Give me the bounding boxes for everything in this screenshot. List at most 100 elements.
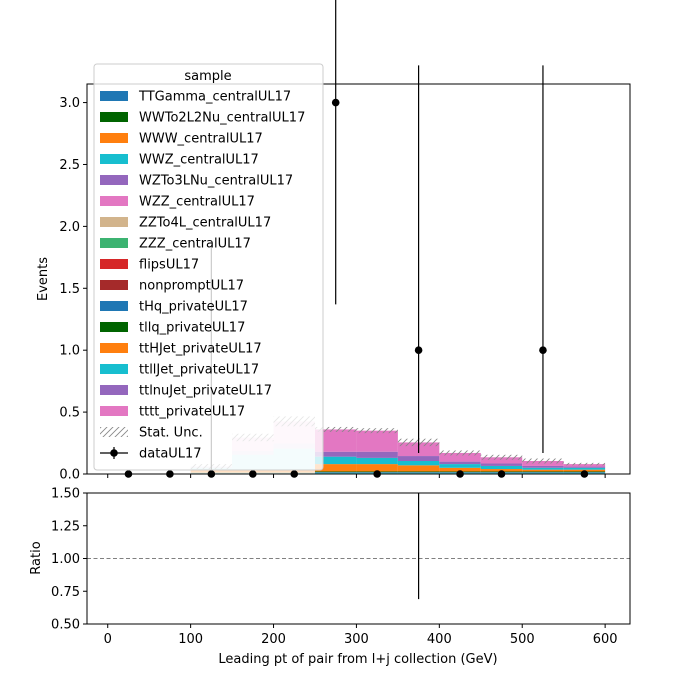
stat-unc-bin-10 <box>522 458 564 464</box>
ratio-x-ticks: 0 100 200 300 400 500 600 <box>104 624 618 647</box>
legend-label-ZZZ_centralUL17: ZZZ_centralUL17 <box>139 237 251 252</box>
main-plot-frame <box>86 83 631 475</box>
ratio-y-tick-label: 0.75 <box>51 585 80 600</box>
x-axis-label: Leading pt of pair from l+j collection (… <box>218 652 497 667</box>
x-tick-label: 100 <box>178 632 203 647</box>
bar-ttllJet_privateUL17-bin-11 <box>563 467 606 470</box>
ratio-y-tick-label: 1.50 <box>51 487 80 502</box>
bar-tHq_privateUL17-bin-10 <box>522 472 564 473</box>
y-tick-label: 2.5 <box>59 158 80 173</box>
legend-label-tHq_privateUL17: tHq_privateUL17 <box>139 300 248 315</box>
legend-label-nonpromptUL17: nonpromptUL17 <box>139 279 244 294</box>
bar-ttlnuJet_privateUL17-bin-8 <box>439 461 481 465</box>
legend-data-marker <box>110 449 118 457</box>
legend-label-WZTo3LNu_centralUL17: WZTo3LNu_centralUL17 <box>139 174 293 189</box>
stat-unc-bin-9 <box>480 454 523 460</box>
legend-title: sample <box>184 69 231 84</box>
legend-swatch-WWTo2L2Nu_centralUL17 <box>100 112 128 122</box>
legend-label-WZZ_centralUL17: WZZ_centralUL17 <box>139 195 255 210</box>
legend-label-ttHJet_privateUL17: ttHJet_privateUL17 <box>139 342 262 357</box>
legend-label-ttllJet_privateUL17: ttllJet_privateUL17 <box>139 363 259 378</box>
ratio-plot-panel: 0.50 0.75 1.00 1.25 1.50 0 100 200 300 400 500 600… <box>29 487 631 667</box>
legend-swatch-ttlnuJet_privateUL17 <box>100 385 128 395</box>
x-tick-label: 500 <box>510 632 535 647</box>
bar-WWZ_centralUL17-bin-5 <box>314 472 357 474</box>
legend-label-TTGamma_centralUL17: TTGamma_centralUL17 <box>138 90 291 105</box>
data-points <box>124 0 589 478</box>
y-tick-label: 3.0 <box>59 96 80 111</box>
legend-swatch-WZTo3LNu_centralUL17 <box>100 175 128 185</box>
bar-ttlnuJet_privateUL17-bin-6 <box>356 451 398 458</box>
bar-ttHJet_privateUL17-bin-5 <box>314 464 357 472</box>
legend-label-WWW_centralUL17: WWW_centralUL17 <box>139 132 263 147</box>
legend-label-ZZTo4L_centralUL17: ZZTo4L_centralUL17 <box>139 216 271 231</box>
legend-swatch-WWZ_centralUL17 <box>100 154 128 164</box>
bar-tttt_privateUL17-bin-6 <box>356 430 398 452</box>
y-tick-label: 0.5 <box>59 406 80 421</box>
legend-label-WWZ_centralUL17: WWZ_centralUL17 <box>139 153 259 168</box>
bar-ttllJet_privateUL17-bin-8 <box>439 464 481 468</box>
legend-label-WWTo2L2Nu_centralUL17: WWTo2L2Nu_centralUL17 <box>139 111 305 126</box>
legend-box <box>93 63 324 471</box>
stat-unc-bin-8 <box>439 450 481 456</box>
legend-label-tllq_privateUL17: tllq_privateUL17 <box>139 321 245 336</box>
bar-tttt_privateUL17-bin-5 <box>314 429 357 452</box>
legend-swatch-nonpromptUL17 <box>100 280 128 290</box>
y-tick-label: 0.0 <box>59 468 80 483</box>
bar-ttHJet_privateUL17-bin-6 <box>356 464 398 472</box>
ratio-y-tick-label: 1.00 <box>51 552 80 567</box>
x-tick-label: 400 <box>427 632 452 647</box>
bar-tHq_privateUL17-bin-5 <box>314 472 357 473</box>
bar-ttHJet_privateUL17-bin-7 <box>397 465 440 472</box>
bar-ttllJet_privateUL17-bin-9 <box>480 465 523 470</box>
x-tick-label: 600 <box>593 632 618 647</box>
ratio-y-tick-label: 0.50 <box>51 618 80 633</box>
x-tick-label: 200 <box>261 632 286 647</box>
legend-label-ttlnuJet_privateUL17: ttlnuJet_privateUL17 <box>139 384 272 399</box>
bar-tttt_privateUL17-bin-8 <box>439 452 481 462</box>
bar-ttllJet_privateUL17-bin-10 <box>522 467 564 470</box>
stat-unc-bin-11 <box>563 462 606 466</box>
legend-swatch-TTGamma_centralUL17 <box>100 91 128 101</box>
bar-ttllJet_privateUL17-bin-7 <box>397 461 440 466</box>
bar-ttHJet_privateUL17-bin-8 <box>439 467 481 472</box>
bar-ttlnuJet_privateUL17-bin-7 <box>397 456 440 461</box>
legend-swatch-ttllJet_privateUL17 <box>100 364 128 374</box>
ratio-y-axis-label: Ratio <box>29 541 44 574</box>
bar-ttlnuJet_privateUL17-bin-9 <box>480 463 523 466</box>
bar-tllq_privateUL17-bin-10 <box>522 471 564 473</box>
stat-unc-bin-5 <box>314 426 357 432</box>
legend-swatch-tttt_privateUL17 <box>100 406 128 416</box>
stat-unc-bin-6 <box>356 428 398 434</box>
bar-WWZ_centralUL17-bin-7 <box>397 472 440 474</box>
y-tick-label: 2.0 <box>59 220 80 235</box>
legend-swatch-ZZTo4L_centralUL17 <box>100 217 128 227</box>
bar-tllq_privateUL17-bin-7 <box>397 471 440 473</box>
legend-swatch-ZZZ_centralUL17 <box>100 238 128 248</box>
x-tick-label: 0 <box>104 632 112 647</box>
legend-swatch-WWW_centralUL17 <box>100 133 128 143</box>
data-point <box>414 346 423 354</box>
bar-WWZ_centralUL17-bin-10 <box>522 472 564 474</box>
legend-label-flipsUL17: flipsUL17 <box>139 258 199 273</box>
bar-ttllJet_privateUL17-bin-6 <box>356 457 398 465</box>
bar-tllq_privateUL17-bin-5 <box>314 471 357 473</box>
y-axis-label: Events <box>36 257 51 301</box>
legend-label-data: dataUL17 <box>139 447 202 462</box>
bar-ttlnuJet_privateUL17-bin-5 <box>314 451 357 457</box>
main-y-ticks: 0.0 0.5 1.0 1.5 2.0 2.5 3.0 <box>59 96 87 483</box>
ratio-y-ticks: 0.50 0.75 1.00 1.25 1.50 <box>51 487 87 633</box>
data-point <box>331 98 340 107</box>
legend-swatch-stat-unc <box>100 427 128 437</box>
bar-ttlnuJet_privateUL17-bin-10 <box>522 465 564 468</box>
bar-tHq_privateUL17-bin-7 <box>397 472 440 473</box>
legend-swatch-flipsUL17 <box>100 259 128 269</box>
y-tick-label: 1.0 <box>59 344 80 359</box>
main-x-ticks <box>107 474 606 478</box>
bar-tttt_privateUL17-bin-9 <box>480 457 523 464</box>
legend-swatch-tllq_privateUL17 <box>100 322 128 332</box>
legend: sample TTGamma_centralUL17 WWTo2L2Nu_cent… <box>93 63 324 471</box>
legend-label-tttt_privateUL17: tttt_privateUL17 <box>139 405 245 420</box>
legend-swatch-tHq_privateUL17 <box>100 301 128 311</box>
